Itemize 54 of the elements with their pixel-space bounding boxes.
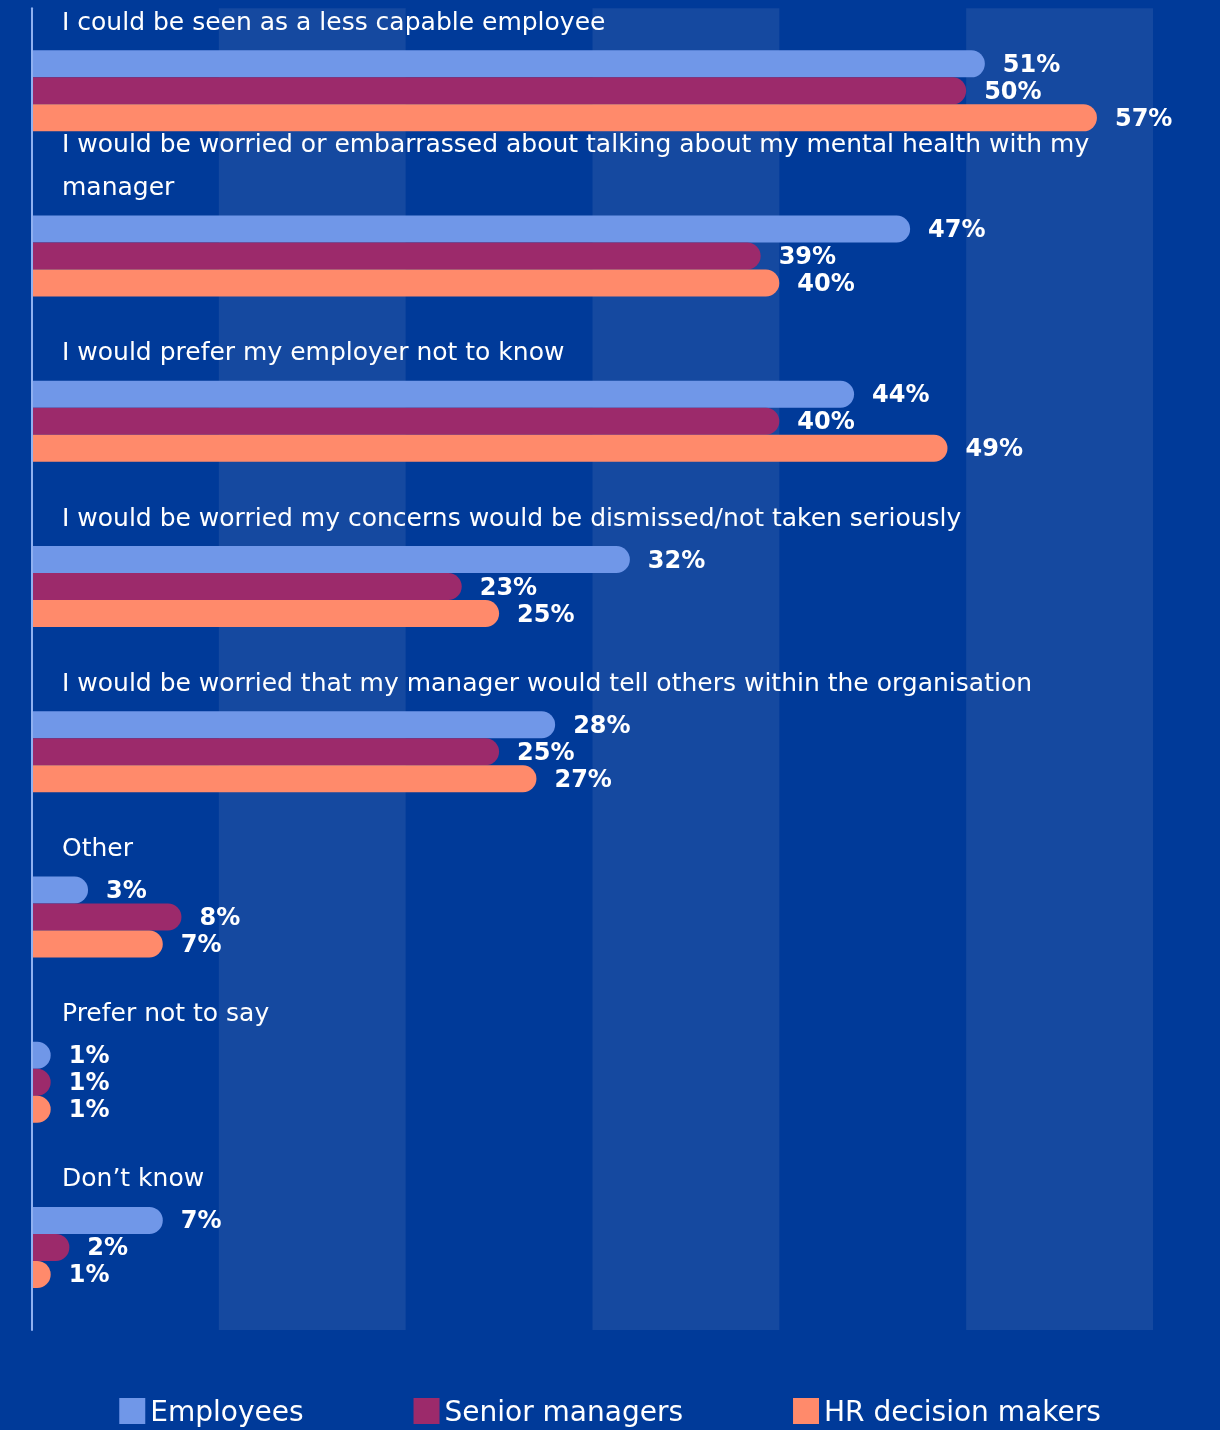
y-tick-label: I would be worried my concerns would be dismissed/not taken seriously: [62, 502, 962, 532]
data-label: 40%: [797, 407, 855, 436]
data-label: 49%: [965, 434, 1023, 463]
y-tick-label: I would be worried that my manager would tell others within the organisation: [62, 667, 1033, 697]
y-tick-label: I could be seen as a less capable employee: [62, 6, 606, 36]
data-label: 32%: [647, 545, 706, 574]
bar: [32, 765, 537, 793]
data-label: 28%: [573, 710, 631, 739]
data-label: 51%: [1002, 49, 1061, 78]
bar: [32, 269, 780, 297]
bar: [32, 546, 630, 574]
data-label: 1%: [68, 1095, 110, 1124]
legend-label: Senior managers: [444, 1394, 684, 1428]
y-tick-label: Don’t know: [62, 1163, 205, 1193]
data-label: 25%: [517, 599, 575, 628]
data-label: 40%: [797, 269, 855, 298]
bar: [32, 876, 89, 904]
data-label: 1%: [68, 1260, 110, 1289]
y-tick-label: Other: [62, 832, 134, 862]
data-label: 44%: [872, 380, 930, 409]
bar: [32, 600, 500, 628]
bar: [32, 930, 163, 958]
legend-label: HR decision makers: [824, 1394, 1101, 1428]
bar: [32, 573, 462, 601]
bar: [32, 434, 948, 462]
bar: [32, 711, 556, 739]
data-label: 47%: [928, 215, 986, 244]
y-tick-label: Prefer not to say: [62, 998, 270, 1028]
data-label: 27%: [554, 764, 612, 793]
y-tick-label: I would prefer my employer not to know: [62, 337, 565, 367]
bar: [32, 215, 911, 243]
data-label: 2%: [87, 1233, 129, 1262]
bar: [32, 903, 182, 931]
data-label: 39%: [778, 242, 837, 271]
bar: [32, 50, 985, 78]
data-label: 1%: [68, 1068, 110, 1097]
data-label: 7%: [180, 929, 222, 958]
y-tick-label: I would be worried or embarrassed about talking about my mental health with my manager: [62, 129, 1098, 202]
data-label: 50%: [984, 76, 1042, 105]
bar: [32, 1206, 163, 1234]
bar: [32, 77, 967, 105]
bar: [32, 407, 780, 435]
legend-label: Employees: [150, 1394, 304, 1428]
data-label: 57%: [1114, 103, 1173, 132]
bar: [32, 738, 500, 766]
bar: [32, 242, 761, 270]
data-label: 25%: [517, 737, 575, 766]
bar: [32, 104, 1097, 132]
data-label: 1%: [68, 1041, 110, 1070]
data-label: 8%: [199, 902, 241, 931]
data-label: 7%: [180, 1206, 222, 1235]
data-label: 3%: [106, 875, 147, 904]
data-label: 23%: [479, 572, 538, 601]
bar: [32, 380, 855, 408]
